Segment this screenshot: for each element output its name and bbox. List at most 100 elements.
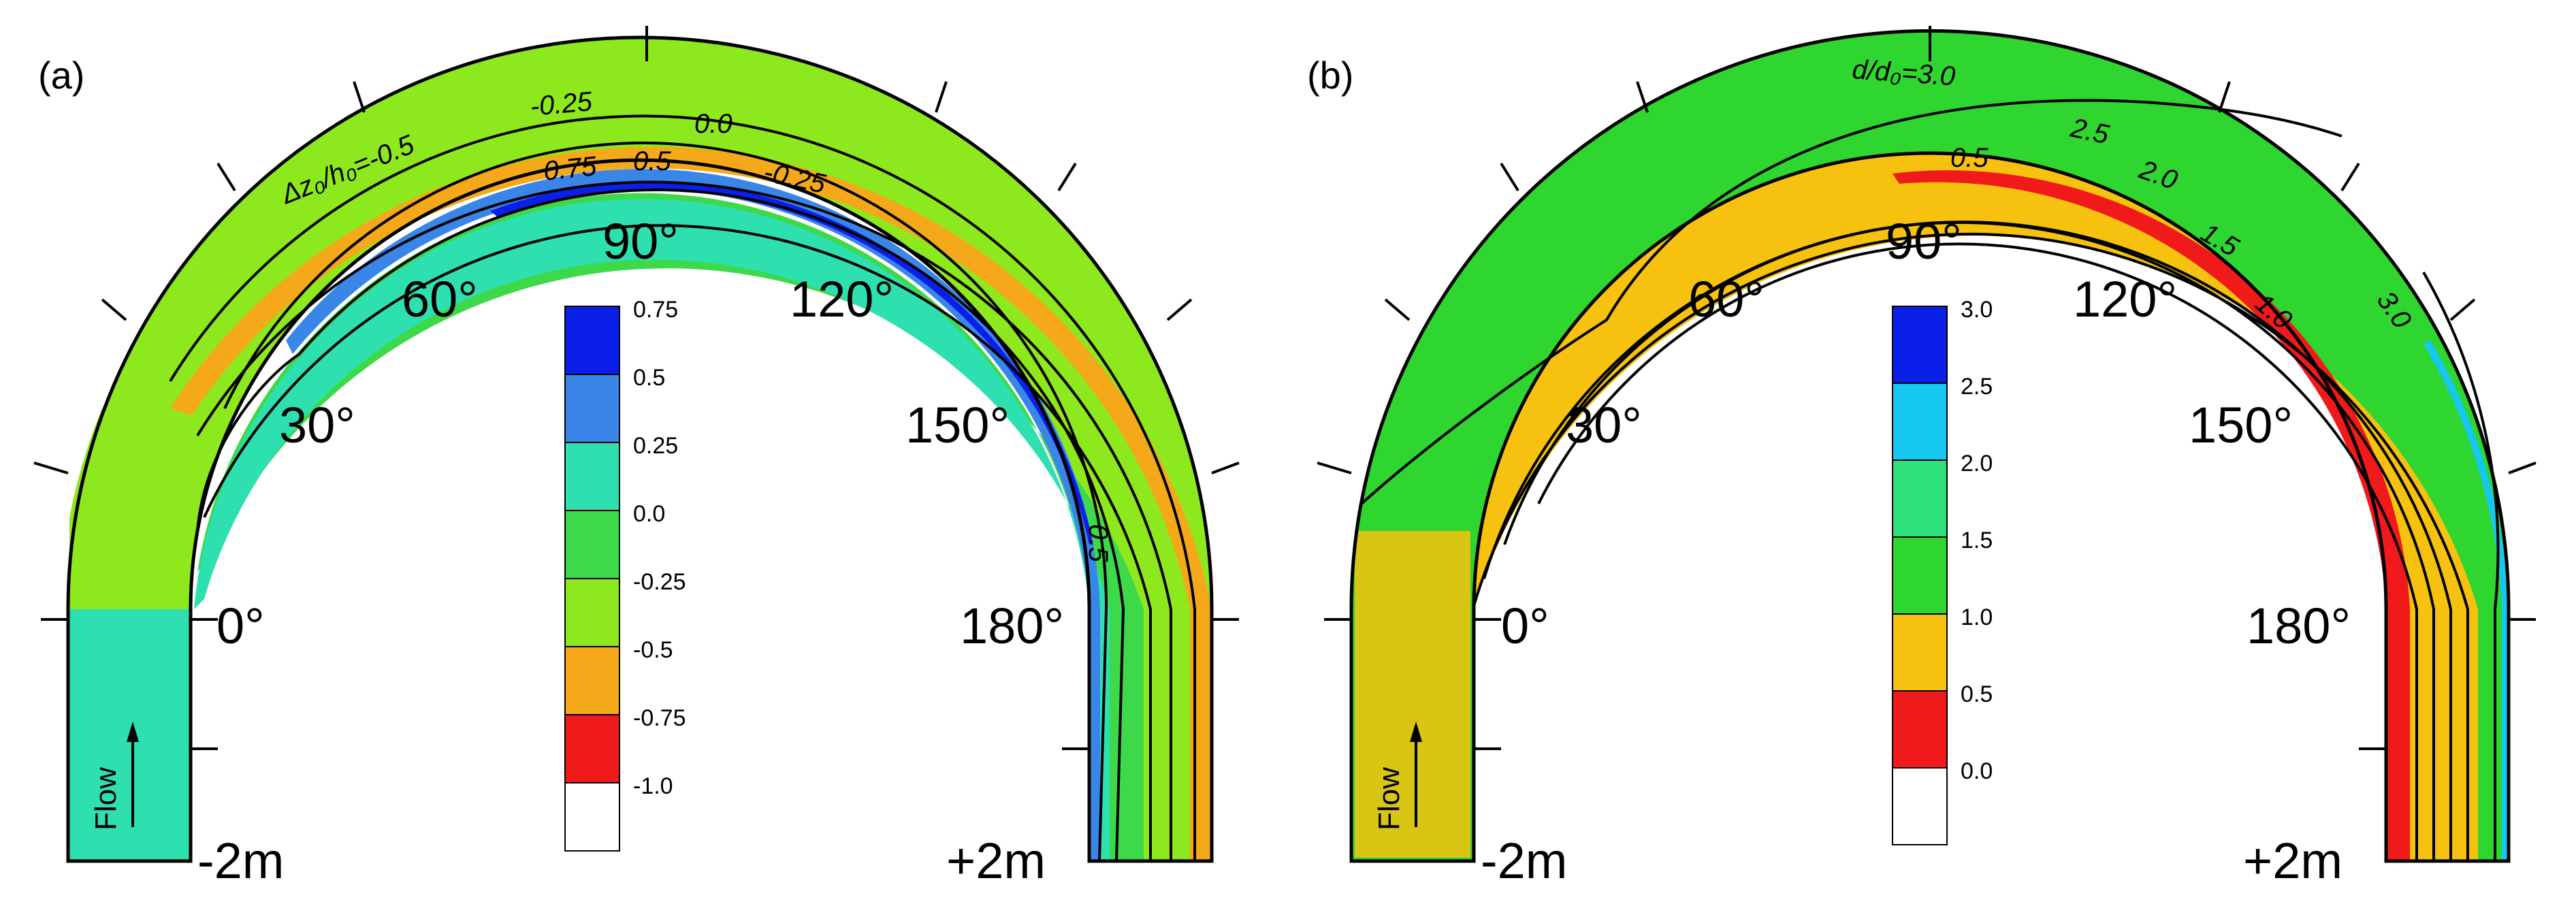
legend-label: 2.0 [1961, 451, 1993, 476]
legend-swatch [564, 306, 620, 375]
angle-b-180: 180° [2247, 598, 2351, 654]
channel-a-outline [66, 35, 1214, 863]
legend-swatch [1892, 690, 1948, 769]
legend-label: 2.5 [1961, 374, 1993, 400]
tick-b-7 [2340, 162, 2360, 192]
flow-arrow-a-head [127, 722, 139, 742]
legend-label: 1.0 [1961, 604, 1993, 630]
legend-swatch [1892, 383, 1948, 461]
contour-a-1 [169, 114, 1196, 861]
tick-a-2 [101, 298, 127, 321]
ticks-a [33, 26, 1240, 750]
legend-label: 0.0 [1961, 758, 1993, 784]
contour-b-5 [1537, 242, 2418, 861]
contour-a-5 [223, 142, 1108, 862]
legend-label: -1.0 [633, 773, 673, 799]
flow-label-b: Flow [1372, 767, 1406, 830]
angle-a-150: 150° [905, 397, 1010, 453]
contours-b [1360, 99, 2500, 861]
legend-swatch [1892, 613, 1948, 692]
panel-b-label: (b) [1307, 54, 1353, 97]
legend-swatch [564, 714, 620, 783]
angle-b-90: 90° [1886, 213, 1962, 270]
band-a-left-green [69, 408, 189, 609]
tick-b-6 [2218, 81, 2231, 113]
tick-b-9 [2508, 462, 2537, 474]
legend-label: 0.5 [633, 365, 665, 391]
tick-b-1 [1317, 462, 1352, 474]
legend-label: 0.5 [1961, 681, 1993, 707]
contour-label-a-3: 0.0 [694, 109, 732, 139]
legend-label: 1.5 [1961, 528, 1993, 553]
contour-b-6 [2422, 272, 2500, 861]
angle-a-0: 0° [216, 598, 265, 654]
legend-swatch [1892, 459, 1948, 538]
angle-b-120: 120° [2073, 271, 2177, 327]
legend-swatch [564, 578, 620, 647]
tick-a-4 [353, 81, 366, 113]
legend-swatch [564, 510, 620, 579]
contour-b-2 [1472, 232, 2469, 861]
legend-swatch [564, 442, 620, 511]
contour-label-a-6: 0.5 [633, 146, 671, 176]
contours-a [169, 114, 1196, 862]
legend-swatch [1892, 306, 1948, 384]
contour-label-b-6: 0.5 [1950, 143, 1989, 173]
angle-b-0: 0° [1501, 598, 1549, 654]
legend-swatch [564, 374, 620, 443]
tick-a-6 [935, 81, 948, 113]
contour-label-a-2: -0.25 [529, 86, 594, 122]
contour-a-4 [196, 189, 1125, 862]
legend-b: 3.0 2.5 2.0 1.5 1.0 0.5 0.0 [1892, 297, 1993, 845]
tick-b-3 [1500, 162, 1519, 192]
angle-a-90: 90° [602, 213, 679, 270]
channel-b-body [1351, 31, 2509, 862]
panel-b: (b) [1307, 26, 2537, 889]
legend-label: 0.75 [633, 297, 678, 323]
legend-label: 3.0 [1961, 297, 1993, 323]
end-label-a-left: -2m [197, 832, 284, 889]
legend-label: 0.25 [633, 433, 678, 459]
end-label-b-left: -2m [1481, 832, 1567, 889]
angle-a-30: 30° [279, 397, 355, 453]
legend-label: 0.0 [633, 501, 665, 527]
angle-b-60: 60° [1688, 271, 1765, 327]
end-label-b-right: +2m [2243, 832, 2342, 889]
flow-arrow-a: Flow [89, 722, 139, 830]
contour-label-b-1: d/d₀=3.0 [1851, 54, 1956, 91]
legend-swatch [564, 646, 620, 715]
flow-arrow-b-head [1410, 722, 1422, 742]
legend-label: -0.25 [633, 569, 686, 595]
legend-swatch [564, 782, 620, 852]
contour-label-a-5: 0.75 [542, 151, 598, 187]
tick-b-4 [1636, 81, 1649, 113]
tick-a-8 [1166, 298, 1193, 321]
angle-b-150: 150° [2189, 397, 2293, 453]
angle-a-60: 60° [402, 271, 478, 327]
tick-a-3 [216, 162, 236, 192]
tick-b-8 [2449, 298, 2476, 321]
contour-b-4 [1503, 221, 2435, 861]
legend-swatch [1892, 536, 1948, 615]
channel-b-outline [1349, 29, 2511, 863]
flow-label-a: Flow [89, 767, 123, 830]
panel-a-label: (a) [38, 54, 84, 97]
contour-a-2 [196, 180, 1172, 861]
angle-a-120: 120° [790, 271, 894, 327]
tick-a-9 [1211, 462, 1240, 474]
legend-label: -0.75 [633, 705, 686, 731]
panel-a: (a) [33, 26, 1240, 889]
legend-a: 0.75 0.5 0.25 0.0 -0.25 -0.5 -0.75 -1.0 [564, 297, 686, 852]
flow-arrow-b: Flow [1372, 722, 1422, 830]
tick-a-1l [33, 462, 69, 474]
angle-b-30: 30° [1566, 397, 1642, 453]
contour-b-1 [1360, 99, 2342, 505]
angle-a-180: 180° [960, 598, 1064, 654]
ticks-b [1317, 26, 2537, 750]
end-label-a-right: +2m [946, 832, 1046, 889]
band-b-left-yellow [1355, 531, 1470, 858]
tick-a-7 [1057, 162, 1077, 192]
tick-b-2 [1384, 298, 1411, 321]
contour-label-a-7: 0.5 [1083, 524, 1113, 562]
